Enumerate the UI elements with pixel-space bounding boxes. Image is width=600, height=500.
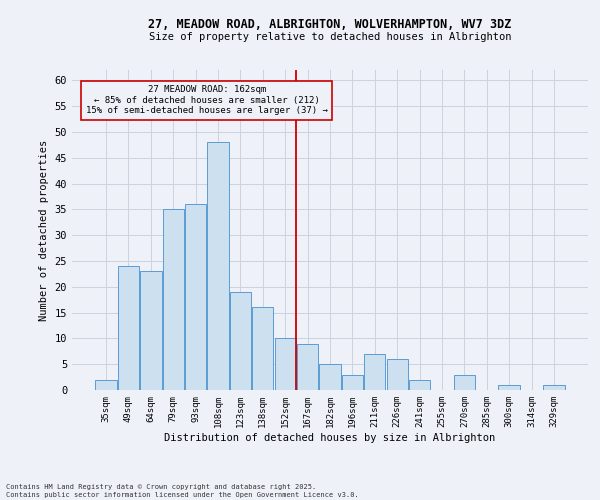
Bar xyxy=(185,204,206,390)
Bar xyxy=(208,142,229,390)
Text: 27, MEADOW ROAD, ALBRIGHTON, WOLVERHAMPTON, WV7 3DZ: 27, MEADOW ROAD, ALBRIGHTON, WOLVERHAMPT… xyxy=(148,18,512,30)
Bar xyxy=(163,210,184,390)
Text: Contains HM Land Registry data © Crown copyright and database right 2025.
Contai: Contains HM Land Registry data © Crown c… xyxy=(6,484,359,498)
Bar xyxy=(342,374,363,390)
X-axis label: Distribution of detached houses by size in Albrighton: Distribution of detached houses by size … xyxy=(164,432,496,442)
Bar xyxy=(409,380,430,390)
Bar xyxy=(230,292,251,390)
Bar xyxy=(543,385,565,390)
Text: Size of property relative to detached houses in Albrighton: Size of property relative to detached ho… xyxy=(149,32,511,42)
Bar xyxy=(297,344,318,390)
Y-axis label: Number of detached properties: Number of detached properties xyxy=(39,140,49,320)
Text: 27 MEADOW ROAD: 162sqm
← 85% of detached houses are smaller (212)
15% of semi-de: 27 MEADOW ROAD: 162sqm ← 85% of detached… xyxy=(86,86,328,116)
Bar xyxy=(118,266,139,390)
Bar xyxy=(275,338,296,390)
Bar xyxy=(319,364,341,390)
Bar xyxy=(95,380,117,390)
Bar xyxy=(454,374,475,390)
Bar xyxy=(364,354,385,390)
Bar xyxy=(252,308,274,390)
Bar xyxy=(386,359,408,390)
Bar xyxy=(140,272,161,390)
Bar xyxy=(499,385,520,390)
